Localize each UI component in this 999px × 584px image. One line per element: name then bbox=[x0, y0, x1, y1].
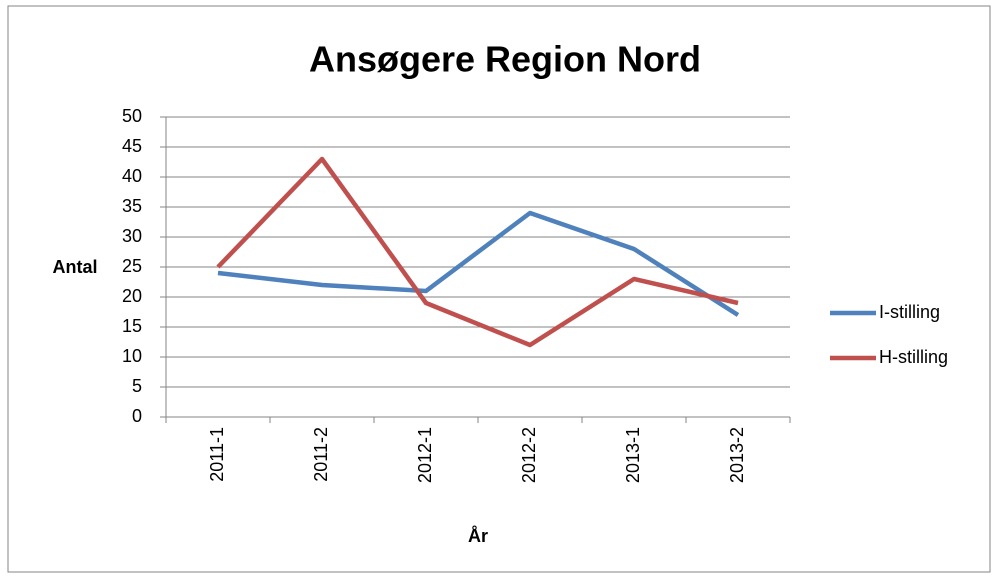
chart-border bbox=[7, 5, 991, 573]
x-tick-label: 2011-2 bbox=[311, 427, 331, 482]
y-tick-label: 10 bbox=[122, 346, 142, 366]
y-axis-label: Antal bbox=[53, 257, 98, 277]
line-series bbox=[217, 210, 740, 317]
legend-label: I-stilling bbox=[879, 302, 940, 322]
chart-title: Ansøgere Region Nord bbox=[309, 39, 701, 80]
y-tick-label: 45 bbox=[122, 136, 142, 156]
y-tick-label: 0 bbox=[132, 406, 142, 426]
x-tick-label: 2012-2 bbox=[519, 427, 539, 483]
y-tick-label: 35 bbox=[122, 196, 142, 216]
y-tick-label: 40 bbox=[122, 166, 142, 186]
y-tick-label: 30 bbox=[122, 226, 142, 246]
x-tick-label: 2011-1 bbox=[207, 427, 227, 482]
x-tick-label: 2012-1 bbox=[415, 427, 435, 483]
y-tick-label: 15 bbox=[122, 316, 142, 336]
y-tick-label: 20 bbox=[122, 286, 142, 306]
line-series bbox=[216, 156, 739, 348]
y-tick-label: 25 bbox=[122, 256, 142, 276]
legend-label: H-stilling bbox=[879, 347, 948, 367]
x-axis-label: År bbox=[468, 526, 488, 546]
x-tick-label: 2013-2 bbox=[727, 427, 747, 483]
y-tick-label: 50 bbox=[122, 106, 142, 126]
x-tick-label: 2013-1 bbox=[623, 427, 643, 483]
y-tick-label: 5 bbox=[132, 376, 142, 396]
